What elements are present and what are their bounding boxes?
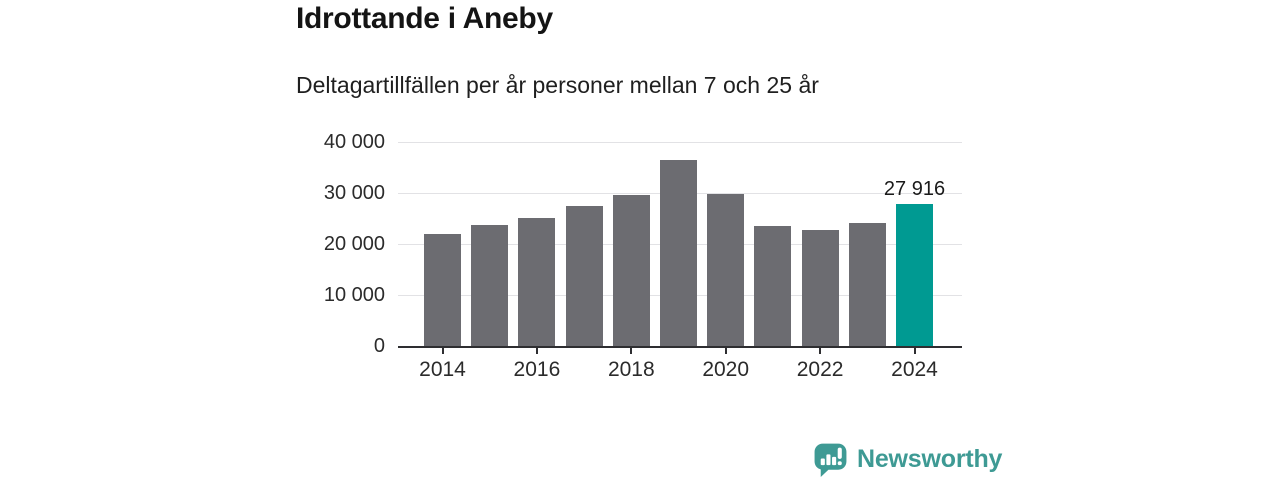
x-axis-tick-label: 2020: [702, 358, 750, 381]
y-axis-tick-label: 30 000: [323, 182, 385, 204]
bar-2019: [660, 159, 697, 346]
bar-2014: [424, 233, 461, 346]
x-axis-tick-mark: [724, 348, 727, 354]
bar-2024: [896, 203, 933, 346]
y-axis-tick-label: 0: [373, 335, 385, 357]
y-axis-tick-label: 10 000: [323, 284, 385, 306]
y-axis-tick-label: 40 000: [323, 131, 385, 153]
bar-2022: [801, 230, 839, 346]
bar-2016: [518, 218, 556, 346]
bar-2020: [707, 193, 745, 346]
plot-area: 2014 2016 2018 2020 2022 2024 27 916: [398, 141, 962, 381]
bar-2023: [848, 222, 886, 346]
bar-value-label: 27 916: [883, 177, 946, 200]
newsworthy-logo-text: Newsworthy: [857, 445, 1003, 473]
y-axis-tick-label: 20 000: [323, 233, 385, 255]
x-axis-tick-label: 2024: [891, 358, 938, 381]
x-axis-tick-mark: [819, 348, 822, 354]
x-axis-tick-mark: [441, 348, 444, 354]
x-axis-tick-mark: [913, 348, 916, 354]
bar-chart-speech-bubble-icon: [814, 443, 847, 477]
chart-subtitle: Deltagartillfällen per år personer mella…: [296, 72, 819, 98]
x-axis-tick-label: 2016: [513, 358, 561, 381]
x-axis-tick-mark: [630, 348, 633, 354]
bar-2017: [565, 206, 603, 346]
bar-2018: [612, 195, 650, 346]
x-axis-tick-label: 2022: [796, 358, 844, 381]
newsworthy-logo: Newsworthy: [812, 441, 1002, 478]
x-axis-tick-mark: [535, 348, 538, 354]
y-gridline: [398, 141, 962, 143]
x-axis-tick-label: 2018: [607, 358, 655, 381]
chart-title: Idrottande i Aneby: [296, 2, 553, 35]
bar-2015: [471, 224, 509, 346]
bar-2021: [754, 226, 792, 346]
x-axis-tick-label: 2014: [419, 358, 466, 381]
